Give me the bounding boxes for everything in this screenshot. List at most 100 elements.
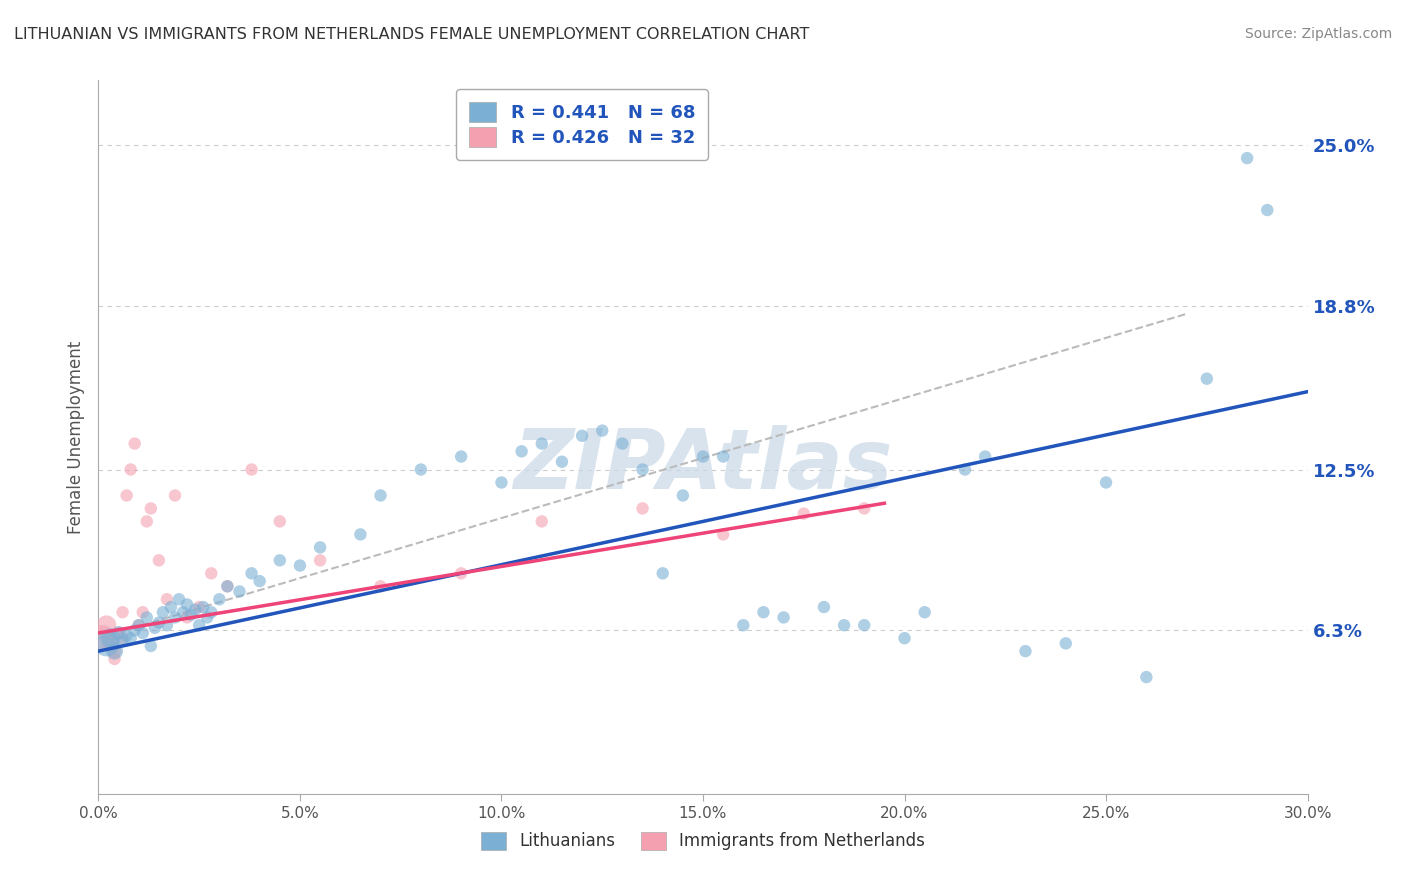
Point <box>612 436 634 450</box>
Point <box>143 621 166 635</box>
Point <box>180 607 202 622</box>
Point <box>953 462 976 476</box>
Point <box>793 507 815 521</box>
Point <box>193 600 215 615</box>
Point <box>510 444 533 458</box>
Point <box>184 602 207 616</box>
Point <box>135 515 157 529</box>
Point <box>853 501 876 516</box>
Point <box>152 605 174 619</box>
Point <box>733 618 755 632</box>
Point <box>120 462 142 476</box>
Point <box>349 527 371 541</box>
Point <box>91 631 114 645</box>
Text: ZIPAtlas: ZIPAtlas <box>513 425 893 506</box>
Point <box>103 652 125 666</box>
Point <box>111 633 134 648</box>
Point <box>309 541 332 555</box>
Point <box>128 618 150 632</box>
Point <box>672 488 695 502</box>
Point <box>288 558 311 573</box>
Point <box>370 488 392 502</box>
Point <box>156 592 179 607</box>
Point <box>115 629 138 643</box>
Point <box>571 429 593 443</box>
Point <box>96 636 118 650</box>
Point <box>240 462 263 476</box>
Point <box>103 644 125 658</box>
Point <box>156 618 179 632</box>
Point <box>1256 202 1278 217</box>
Point <box>1014 644 1036 658</box>
Point <box>172 605 194 619</box>
Point <box>591 424 613 438</box>
Point <box>111 605 134 619</box>
Point <box>370 579 392 593</box>
Point <box>135 610 157 624</box>
Point <box>651 566 673 581</box>
Point <box>269 515 291 529</box>
Point <box>132 605 155 619</box>
Point <box>813 600 835 615</box>
Point <box>217 579 239 593</box>
Point <box>195 610 218 624</box>
Point <box>107 626 129 640</box>
Point <box>974 450 997 464</box>
Point <box>1054 636 1077 650</box>
Point <box>208 592 231 607</box>
Point <box>530 515 553 529</box>
Point <box>491 475 513 490</box>
Point <box>450 450 472 464</box>
Point <box>228 584 250 599</box>
Y-axis label: Female Unemployment: Female Unemployment <box>66 341 84 533</box>
Point <box>132 626 155 640</box>
Point <box>124 436 146 450</box>
Point <box>1135 670 1157 684</box>
Point <box>772 610 794 624</box>
Point <box>893 631 915 645</box>
Point <box>115 488 138 502</box>
Point <box>269 553 291 567</box>
Point <box>176 610 198 624</box>
Point <box>128 618 150 632</box>
Point <box>120 631 142 645</box>
Point <box>188 600 211 615</box>
Point <box>914 605 936 619</box>
Point <box>103 644 125 658</box>
Point <box>631 462 654 476</box>
Point <box>450 566 472 581</box>
Point <box>100 636 122 650</box>
Point <box>148 553 170 567</box>
Point <box>1236 151 1258 165</box>
Point <box>163 488 186 502</box>
Point <box>1095 475 1118 490</box>
Point <box>240 566 263 581</box>
Text: Source: ZipAtlas.com: Source: ZipAtlas.com <box>1244 27 1392 41</box>
Point <box>167 592 190 607</box>
Point <box>148 615 170 630</box>
Point <box>752 605 775 619</box>
Point <box>200 605 222 619</box>
Point <box>631 501 654 516</box>
Point <box>832 618 855 632</box>
Point <box>692 450 714 464</box>
Point <box>139 501 162 516</box>
Point <box>530 436 553 450</box>
Point <box>551 455 574 469</box>
Point <box>176 598 198 612</box>
Point <box>217 579 239 593</box>
Point <box>1195 372 1218 386</box>
Point <box>139 639 162 653</box>
Point <box>107 626 129 640</box>
Point <box>100 631 122 645</box>
Point <box>160 600 183 615</box>
Point <box>163 610 186 624</box>
Point <box>853 618 876 632</box>
Point <box>309 553 332 567</box>
Point <box>249 574 271 588</box>
Text: LITHUANIAN VS IMMIGRANTS FROM NETHERLANDS FEMALE UNEMPLOYMENT CORRELATION CHART: LITHUANIAN VS IMMIGRANTS FROM NETHERLAND… <box>14 27 810 42</box>
Point <box>96 618 118 632</box>
Point <box>124 624 146 638</box>
Point <box>200 566 222 581</box>
Point <box>711 527 734 541</box>
